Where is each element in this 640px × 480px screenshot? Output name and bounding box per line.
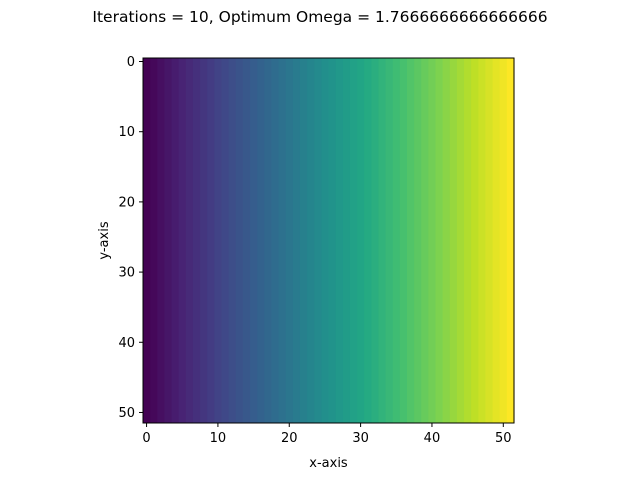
heatmap-column-36	[399, 58, 408, 423]
heatmap-column-17	[264, 58, 273, 423]
x-tick-label: 30	[352, 431, 369, 446]
heatmap-column-49	[492, 58, 501, 423]
heatmap-column-2	[157, 58, 165, 423]
heatmap-column-44	[456, 58, 465, 423]
heatmap-column-32	[371, 58, 380, 423]
plot-frame	[142, 57, 515, 424]
heatmap-column-16	[257, 58, 265, 423]
heatmap-column-37	[406, 58, 415, 423]
heatmap-column-28	[342, 58, 351, 423]
heatmap-column-0	[143, 58, 151, 423]
heatmap-column-48	[485, 58, 494, 423]
heatmap-column-7	[192, 58, 201, 423]
heatmap-column-45	[464, 58, 472, 423]
heatmap-column-40	[428, 58, 437, 423]
heatmap-column-25	[321, 58, 330, 423]
y-tick-label: 10	[118, 125, 135, 140]
heatmap-column-38	[414, 58, 422, 423]
heatmap-column-4	[171, 58, 180, 423]
heatmap-column-3	[164, 58, 173, 423]
x-tick-label: 20	[281, 431, 298, 446]
heatmap-column-41	[435, 58, 444, 423]
heatmap-cells	[143, 58, 515, 423]
y-tick-label: 30	[118, 266, 135, 281]
heatmap-column-11	[221, 58, 230, 423]
x-tick-label: 0	[142, 431, 150, 446]
heatmap-column-34	[385, 58, 394, 423]
heatmap-column-46	[471, 58, 479, 423]
x-tick-label: 10	[210, 431, 227, 446]
heatmap-column-5	[178, 58, 187, 423]
heatmap-column-31	[364, 58, 372, 423]
heatmap-column-35	[392, 58, 401, 423]
heatmap-column-12	[228, 58, 237, 423]
y-axis-ticks: 0 10 20 30 40 50	[118, 55, 143, 421]
heatmap-column-1	[150, 58, 158, 423]
x-tick-label: 40	[424, 431, 441, 446]
heatmap-column-20	[285, 58, 294, 423]
heatmap-column-14	[242, 58, 251, 423]
y-tick-label: 0	[127, 55, 135, 70]
heatmap-column-26	[328, 58, 337, 423]
heatmap-column-51	[506, 58, 515, 423]
heatmap-column-21	[292, 58, 301, 423]
heatmap-column-22	[299, 58, 308, 423]
heatmap-column-30	[357, 58, 365, 423]
heatmap-column-43	[449, 58, 458, 423]
heatmap-column-50	[499, 58, 508, 423]
y-tick-label: 50	[118, 406, 135, 421]
x-axis-label: x-axis	[309, 456, 348, 471]
heatmap-column-24	[314, 58, 322, 423]
heatmap-column-33	[378, 58, 387, 423]
heatmap-column-8	[200, 58, 208, 423]
y-tick-label: 20	[118, 195, 135, 210]
heatmap-column-15	[250, 58, 258, 423]
heatmap-column-39	[421, 58, 429, 423]
heatmap-column-47	[478, 58, 487, 423]
heatmap-column-42	[442, 58, 451, 423]
y-axis-label: y-axis	[97, 221, 112, 259]
heatmap-column-19	[278, 58, 287, 423]
heatmap-column-6	[185, 58, 194, 423]
heatmap-column-10	[214, 58, 223, 423]
heatmap-column-23	[307, 58, 315, 423]
heatmap-column-18	[271, 58, 280, 423]
x-axis-ticks: 0 10 20 30 40 50	[142, 423, 512, 446]
x-tick-label: 50	[495, 431, 512, 446]
heatmap-column-29	[349, 58, 358, 423]
heatmap-column-13	[235, 58, 244, 423]
chart-title: Iterations = 10, Optimum Omega = 1.76666…	[92, 8, 547, 26]
y-tick-label: 40	[118, 336, 135, 351]
heatmap-column-27	[335, 58, 344, 423]
heatmap-column-9	[207, 58, 215, 423]
